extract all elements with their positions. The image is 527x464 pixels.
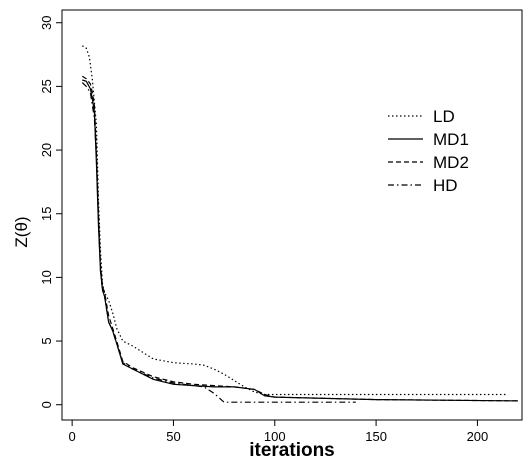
x-tick-label: 200: [467, 429, 489, 444]
y-tick-label: 25: [39, 79, 54, 93]
x-tick-label: 50: [166, 429, 180, 444]
y-tick-label: 20: [39, 143, 54, 157]
y-tick-label: 5: [39, 337, 54, 344]
series-lines: [81, 45, 518, 403]
y-tick-label: 30: [39, 15, 54, 29]
plot-area: [61, 9, 523, 421]
x-tick-label: 100: [264, 429, 286, 444]
x-axis: 0 50 100 150 200: [69, 420, 489, 444]
y-axis: 0 5 10 15 20 25 30: [39, 15, 62, 408]
series-line-ld: [81, 45, 508, 396]
x-axis-title: iterations: [249, 440, 335, 461]
legend-label-ld: LD: [433, 107, 455, 126]
x-tick-label: 0: [69, 429, 76, 444]
legend: LD MD1 MD2 HD: [388, 107, 469, 195]
y-tick-label: 0: [39, 401, 54, 408]
legend-label-hd: HD: [433, 176, 458, 195]
y-axis-title: Z(θ): [12, 216, 31, 247]
series-line-md2: [81, 75, 518, 402]
plot-frame: [61, 9, 523, 421]
series-line-md1: [82, 79, 518, 402]
legend-label-md1: MD1: [433, 130, 469, 149]
series-line-hd: [81, 82, 356, 403]
y-tick-label: 15: [39, 206, 54, 220]
y-tick-label: 10: [39, 270, 54, 284]
x-tick-label: 150: [365, 429, 387, 444]
legend-label-md2: MD2: [433, 153, 469, 172]
